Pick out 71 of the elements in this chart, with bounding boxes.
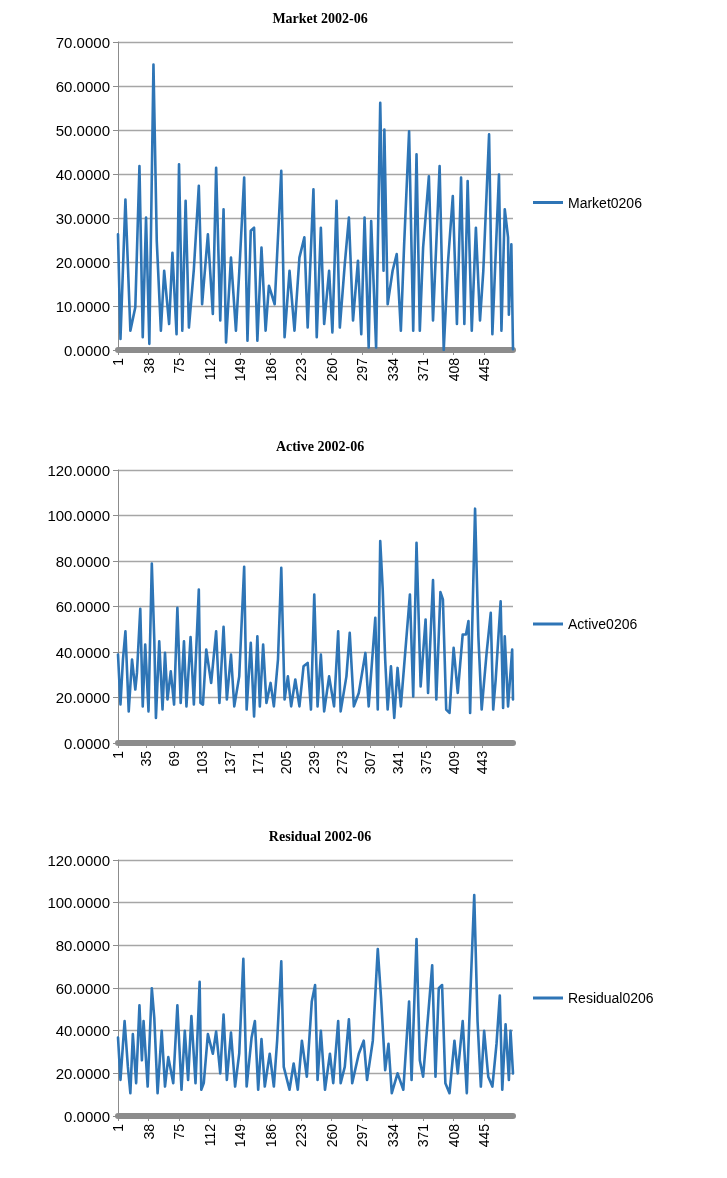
line-series	[116, 893, 515, 1095]
x-tick-label: 75	[171, 357, 188, 374]
x-tick-label: 137	[222, 750, 239, 775]
y-tick-label: 40.0000	[55, 1022, 110, 1040]
y-tick-label: 0.0000	[64, 341, 110, 359]
y-tick-label: 20.0000	[55, 253, 110, 271]
y-tick-label: 120.0000	[47, 851, 110, 869]
x-tick-label: 297	[354, 1123, 371, 1148]
legend-label: Active0206	[568, 616, 638, 632]
x-tick-label: 75	[171, 1123, 188, 1140]
y-tick-label: 60.0000	[55, 77, 110, 95]
x-tick-label: 408	[445, 1123, 462, 1148]
y-tick-label: 80.0000	[55, 552, 110, 570]
x-tick-label: 260	[323, 357, 340, 382]
y-tick-label: 60.0000	[55, 598, 110, 615]
x-tick-label: 171	[250, 750, 267, 775]
legend-label: Residual0206	[568, 990, 654, 1006]
x-tick-label: 260	[323, 1123, 340, 1148]
y-tick-label: 40.0000	[55, 165, 110, 183]
x-tick-label: 103	[194, 750, 211, 775]
y-tick-label: 20.0000	[55, 689, 110, 706]
y-tick-label: 80.0000	[55, 936, 110, 954]
x-tick-label: 149	[232, 357, 249, 382]
x-tick-label: 1	[110, 750, 126, 759]
x-tick-label: 112	[201, 1123, 218, 1147]
x-tick-label: 297	[354, 357, 371, 382]
x-tick-label: 371	[415, 1123, 432, 1148]
x-tick-label: 112	[201, 357, 218, 381]
x-tick-label: 223	[293, 357, 310, 382]
y-tick-label: 10.0000	[55, 297, 110, 315]
x-tick-label: 69	[166, 750, 183, 767]
x-tick-label: 375	[418, 750, 435, 775]
line-series	[116, 507, 515, 720]
x-tick-label: 38	[140, 1123, 157, 1140]
y-tick-label: 100.0000	[47, 894, 110, 912]
x-tick-label: 371	[415, 357, 432, 382]
x-tick-label: 341	[390, 750, 407, 775]
x-tick-label: 205	[278, 750, 295, 775]
x-tick-label: 408	[445, 357, 462, 382]
x-tick-label: 38	[140, 357, 157, 374]
y-tick-label: 70.0000	[55, 33, 110, 51]
x-tick-label: 445	[476, 357, 493, 382]
line-series	[116, 63, 515, 352]
x-tick-label: 223	[293, 1123, 310, 1148]
x-tick-label: 334	[384, 1123, 401, 1148]
x-tick-label: 334	[384, 357, 401, 382]
x-tick-label: 443	[474, 750, 491, 775]
y-tick-label: 0.0000	[64, 1107, 110, 1125]
y-tick-label: 0.0000	[64, 734, 110, 752]
x-tick-label: 239	[306, 750, 323, 775]
chart-title: Active 2002-06	[275, 438, 365, 454]
x-tick-label: 35	[138, 750, 155, 767]
x-tick-label: 445	[476, 1123, 493, 1148]
y-tick-label: 60.0000	[55, 979, 110, 997]
x-tick-label: 1	[110, 357, 126, 366]
chart-title: Residual 2002-06	[268, 828, 372, 844]
x-tick-label: 186	[262, 1123, 279, 1148]
x-tick-label: 1	[110, 1123, 126, 1132]
x-tick-label: 409	[446, 750, 463, 775]
x-tick-label: 307	[362, 750, 379, 775]
chart-title: Market 2002-06	[272, 10, 368, 26]
y-tick-label: 20.0000	[55, 1064, 110, 1082]
y-tick-label: 100.0000	[47, 507, 110, 524]
y-tick-label: 120.0000	[47, 461, 110, 479]
y-tick-label: 50.0000	[55, 121, 110, 139]
x-tick-label: 149	[232, 1123, 249, 1148]
y-tick-label: 30.0000	[55, 209, 110, 227]
x-tick-label: 273	[334, 750, 351, 775]
x-tick-label: 186	[262, 357, 279, 382]
legend-label: Market0206	[568, 194, 643, 211]
y-tick-label: 40.0000	[55, 643, 110, 661]
